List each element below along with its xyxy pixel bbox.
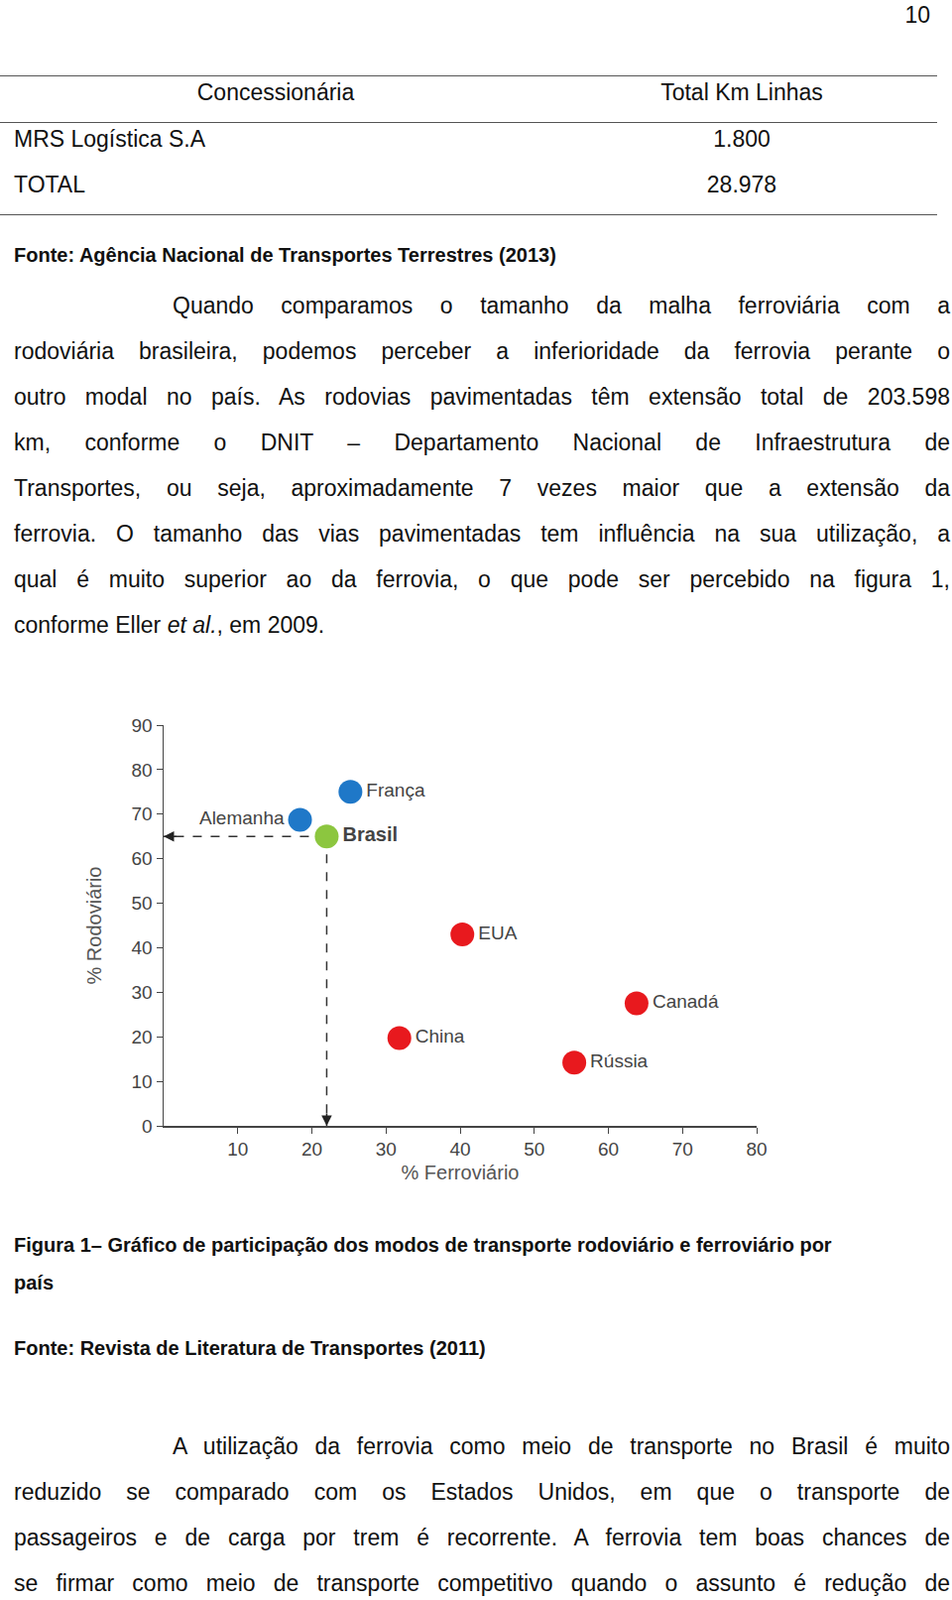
- svg-text:90: 90: [131, 714, 153, 736]
- html-text:passageiros e de carga por tre: passageiros e de carga por trem é recorr…: [13, 1524, 951, 1550]
- svg-text:Brasil: Brasil: [342, 823, 398, 845]
- html-text:Total Km Linhas: Total Km Linhas: [660, 79, 823, 106]
- html-text:Fonte: Agência Nacional de Tra: Fonte: Agência Nacional de Transportes T…: [13, 243, 557, 266]
- svg-text:China: China: [415, 1025, 466, 1047]
- html-text:1.800: 1.800: [713, 125, 771, 152]
- html-text:TOTAL: TOTAL: [13, 171, 86, 198]
- svg-text:70: 70: [131, 803, 153, 825]
- html-text:28.978: 28.978: [706, 171, 777, 198]
- svg-text:70: 70: [672, 1138, 694, 1160]
- html-text:10: 10: [904, 1, 931, 28]
- svg-text:10: 10: [227, 1138, 248, 1160]
- html-text:Transportes, ou seja, aproxima: Transportes, ou seja, aproximadamente 7 …: [13, 475, 951, 501]
- svg-text:% Ferroviário: % Ferroviário: [401, 1161, 520, 1184]
- svg-text:30: 30: [375, 1138, 397, 1160]
- svg-text:0: 0: [141, 1115, 153, 1137]
- html-text:km, conforme o DNIT – Departam: km, conforme o DNIT – Departamento Nacio…: [13, 429, 951, 456]
- svg-text:60: 60: [131, 847, 153, 869]
- svg-text:50: 50: [131, 892, 153, 914]
- html-text:conforme Eller et al., em 2009: conforme Eller et al., em 2009.: [13, 611, 325, 638]
- svg-text:França: França: [365, 779, 426, 801]
- html-text:Concessionária: Concessionária: [197, 79, 355, 106]
- html-text:se firmar como meio de transpo: se firmar como meio de transporte compet…: [13, 1569, 951, 1596]
- svg-text:80: 80: [131, 759, 153, 781]
- html-text:Fonte: Revista de Literatura d: Fonte: Revista de Literatura de Transpor…: [13, 1336, 486, 1359]
- svg-text:60: 60: [597, 1138, 619, 1160]
- svg-text:Canadá: Canadá: [652, 990, 719, 1012]
- svg-text:40: 40: [449, 1138, 471, 1160]
- html-text:país: país: [13, 1271, 54, 1294]
- html-text:qual é muito superior ao da fe: qual é muito superior ao da ferrovia, o …: [13, 566, 951, 593]
- html-text:Quando comparamos o tamanho da: Quando comparamos o tamanho da malha fer…: [172, 292, 951, 319]
- svg-text:10: 10: [131, 1071, 153, 1092]
- html-text:ferrovia. O tamanho das vias p: ferrovia. O tamanho das vias pavimentada…: [13, 520, 951, 547]
- svg-text:Alemanha: Alemanha: [199, 807, 285, 829]
- html-text:Figura 1– Gráfico de participa: Figura 1– Gráfico de participação dos mo…: [13, 1233, 832, 1256]
- svg-text:EUA: EUA: [477, 922, 517, 944]
- svg-text:20: 20: [301, 1138, 323, 1160]
- svg-text:% Rodoviário: % Rodoviário: [83, 866, 106, 985]
- svg-text:40: 40: [131, 937, 153, 958]
- svg-text:Rússia: Rússia: [590, 1050, 649, 1071]
- svg-text:50: 50: [523, 1138, 545, 1160]
- svg-text:80: 80: [745, 1138, 767, 1160]
- html-text:A utilização da ferrovia como: A utilização da ferrovia como meio de tr…: [172, 1432, 951, 1459]
- svg-text:30: 30: [131, 981, 153, 1003]
- html-text:outro modal no país. As rodovi: outro modal no país. As rodovias pavimen…: [13, 383, 951, 410]
- html-text:reduzido se comparado com os E: reduzido se comparado com os Estados Uni…: [13, 1478, 951, 1505]
- svg-text:20: 20: [131, 1026, 153, 1048]
- html-text:rodoviária brasileira, podemos: rodoviária brasileira, podemos perceber …: [13, 338, 951, 364]
- html-text:MRS Logística S.A: MRS Logística S.A: [13, 125, 206, 152]
